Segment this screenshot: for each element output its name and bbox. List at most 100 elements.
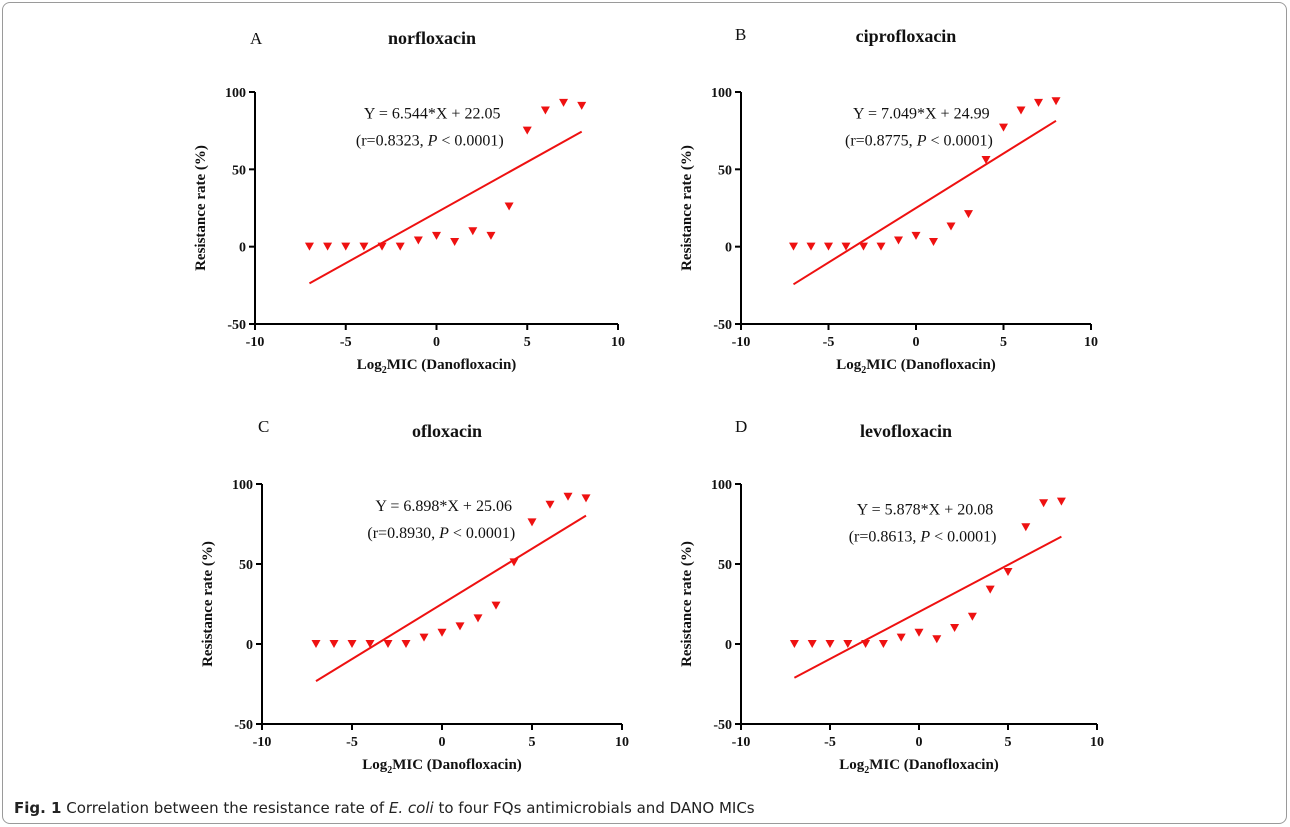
panel-b-data-point — [946, 222, 956, 231]
panel-c-data-point — [347, 640, 357, 648]
panel-c-data-point — [383, 640, 393, 648]
panel-b-data-point — [876, 242, 886, 251]
panel-c-x-tick-label: 5 — [529, 735, 536, 750]
panel-b-label: B — [735, 25, 746, 44]
panel-d-data-point — [985, 585, 995, 594]
panel-d-fit-line — [793, 535, 1062, 679]
panel-d-stats: (r=0.8613, P < 0.0001) — [849, 528, 997, 545]
panel-b-data-point — [981, 156, 991, 165]
panel-d-data-point — [1021, 523, 1031, 532]
panel-d-data-point — [1003, 568, 1013, 576]
panel-b-data-point — [841, 242, 851, 251]
panel-c-data-point — [545, 500, 555, 509]
panel-a-data-point — [395, 242, 405, 251]
panel-c-data-point — [437, 628, 447, 637]
panel-b-fit-line — [792, 119, 1057, 286]
panel-a-stats: (r=0.8323, P < 0.0001) — [356, 132, 504, 149]
panel-d-y-tick-label: 0 — [725, 638, 732, 653]
panel-c-data-point — [365, 640, 375, 648]
panel-d-data-point — [807, 640, 817, 648]
panel-d-y-label: Resistance rate (%) — [679, 541, 695, 667]
panel-b-data-point — [789, 242, 798, 251]
panel-a-data-point — [468, 227, 478, 236]
panel-c-title: ofloxacin — [412, 421, 482, 441]
panel-a-x-tick-label: 5 — [524, 335, 531, 350]
panel-a-y-tick-label: -50 — [227, 318, 246, 333]
caption-label: Fig. 1 — [14, 799, 62, 817]
panel-d-data-point — [950, 624, 960, 632]
panel-b-data-point — [999, 123, 1008, 132]
panel-c-y-tick-label: 100 — [232, 478, 253, 493]
panel-b-stats: (r=0.8775, P < 0.0001) — [845, 132, 993, 149]
panel-a-data-point — [522, 126, 532, 135]
panel-a-data-point — [359, 242, 369, 251]
panel-a-data-point — [450, 238, 460, 247]
panel-d-x-tick-label: 0 — [916, 735, 923, 750]
panel-b-data-point — [964, 210, 973, 219]
panel-c-fit-line — [315, 514, 587, 683]
panel-c-data-point — [455, 622, 465, 631]
panel-c-x-tick-label: 10 — [615, 735, 629, 750]
panel-b-x-label: Log2MIC (Danofloxacin) — [836, 357, 996, 376]
panel-c-y-tick-label: 50 — [239, 558, 253, 573]
panel-a-equation: Y = 6.544*X + 22.05 — [364, 105, 501, 122]
panel-c-label: C — [258, 417, 269, 436]
panel-a-data-point — [377, 242, 387, 251]
panel-d-y-tick-label: 50 — [718, 558, 732, 573]
panel-c-x-tick-label: -10 — [253, 735, 272, 750]
panel-c-data-point — [401, 640, 411, 648]
panel-d-x-tick-label: 10 — [1090, 735, 1104, 750]
panel-d-x-tick-label: -10 — [732, 735, 751, 750]
panel-d-data-point — [896, 633, 906, 642]
panel-a-fit-line — [308, 130, 583, 285]
panel-d-data-point — [878, 640, 888, 648]
panel-b-data-point — [1016, 106, 1026, 115]
panel-a-x-tick-label: -10 — [246, 335, 265, 350]
panel-b-data-point — [894, 236, 903, 245]
panel-b-data-point — [859, 242, 868, 251]
panel-c-y-label: Resistance rate (%) — [200, 541, 216, 667]
panel-c-y-tick-label: -50 — [234, 718, 253, 733]
panel-d-data-point — [967, 612, 977, 621]
panel-d-y-tick-label: -50 — [713, 718, 732, 733]
panel-b-x-tick-label: 10 — [1084, 335, 1098, 350]
panel-c-stats: (r=0.8930, P < 0.0001) — [367, 525, 515, 542]
panel-a-y-tick-label: 100 — [225, 86, 246, 101]
panel-c-data-point — [563, 492, 573, 501]
panel-d-y-tick-label: 100 — [711, 478, 732, 493]
panel-c-x-tick-label: -5 — [346, 735, 358, 750]
panel-d-equation: Y = 5.878*X + 20.08 — [857, 501, 994, 518]
panel-b-x-tick-label: 5 — [1000, 335, 1007, 350]
panel-b-data-point — [911, 231, 921, 240]
panel-b-data-point — [806, 242, 816, 251]
panel-c-data-point — [311, 640, 321, 648]
panel-a-y-tick-label: 0 — [239, 241, 246, 256]
panel-d-data-point — [914, 628, 924, 637]
panel-c-data-point — [527, 518, 537, 527]
panel-a-x-label: Log2MIC (Danofloxacin) — [357, 357, 517, 376]
panel-a-data-point — [413, 236, 423, 245]
panel-a-data-point — [486, 231, 496, 240]
panel-c-data-point — [581, 494, 591, 503]
panel-a-data-point — [341, 242, 351, 251]
panel-d-data-point — [843, 640, 853, 648]
panel-b-x-tick-label: -10 — [732, 335, 751, 350]
panel-d-x-tick-label: 5 — [1005, 735, 1012, 750]
panel-d-data-point — [861, 640, 871, 648]
panel-a-x-tick-label: 0 — [433, 335, 440, 350]
panel-b-data-point — [1034, 98, 1043, 107]
panel-d-x-tick-label: -5 — [824, 735, 836, 750]
panel-d-title: levofloxacin — [860, 421, 952, 441]
panel-b-y-label: Resistance rate (%) — [679, 145, 695, 271]
panel-c-x-tick-label: 0 — [439, 735, 446, 750]
panel-b-title: ciprofloxacin — [856, 26, 957, 46]
panel-c-data-point — [509, 558, 519, 567]
panel-a-data-point — [540, 106, 550, 115]
panel-c-data-point — [329, 640, 339, 648]
panel-b-equation: Y = 7.049*X + 24.99 — [853, 105, 990, 122]
panel-a-data-point — [504, 202, 514, 211]
caption-text-pre: Correlation between the resistance rate … — [61, 799, 389, 817]
panel-a-y-label: Resistance rate (%) — [193, 145, 209, 271]
panel-b-data-point — [929, 238, 938, 247]
